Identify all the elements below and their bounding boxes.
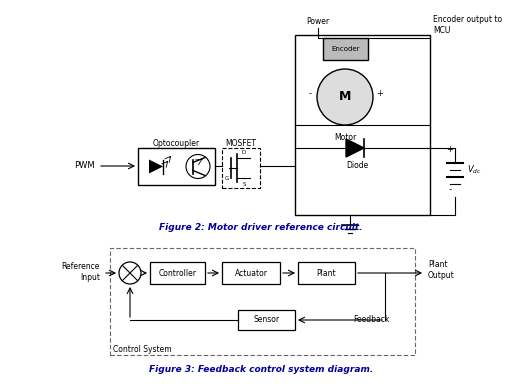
Text: +: + [376,89,383,99]
Circle shape [317,69,373,125]
Bar [222,262,280,284]
Text: Plant: Plant [317,268,336,278]
Text: Diode: Diode [346,161,368,171]
Bar [222,148,260,188]
Text: Power: Power [306,17,329,27]
Circle shape [119,262,141,284]
Text: Motor: Motor [334,132,356,142]
Text: -: - [448,186,452,194]
Polygon shape [149,159,163,174]
Bar [110,248,415,355]
Text: D: D [242,149,246,154]
Text: Feedback: Feedback [353,315,390,325]
Text: Actuator: Actuator [234,268,267,278]
Text: Reference
Input: Reference Input [62,262,100,282]
Text: Figure 3: Feedback control system diagram.: Figure 3: Feedback control system diagra… [149,365,373,375]
Text: Sensor: Sensor [254,315,280,325]
Text: Plant
Output: Plant Output [428,260,455,280]
Text: G: G [225,176,229,181]
Text: Encoder output to
MCU: Encoder output to MCU [433,15,502,35]
Bar [238,310,295,330]
Text: M: M [339,90,351,104]
Text: Controller: Controller [159,268,196,278]
Text: Encoder: Encoder [331,46,360,52]
Text: PWM: PWM [74,161,95,171]
Bar [323,38,368,60]
Text: S: S [242,181,246,186]
Bar [138,148,215,185]
Text: Control System: Control System [113,345,172,355]
Bar [150,262,205,284]
Text: MOSFET: MOSFET [226,139,256,149]
Polygon shape [346,139,364,157]
Text: Optocoupler: Optocoupler [153,139,200,147]
Bar [295,35,430,215]
Text: $V_{dc}$: $V_{dc}$ [467,164,482,176]
Text: -: - [309,89,312,99]
Text: Figure 2: Motor driver reference circuit.: Figure 2: Motor driver reference circuit… [159,224,363,233]
Bar [298,262,355,284]
Text: +: + [446,146,454,154]
